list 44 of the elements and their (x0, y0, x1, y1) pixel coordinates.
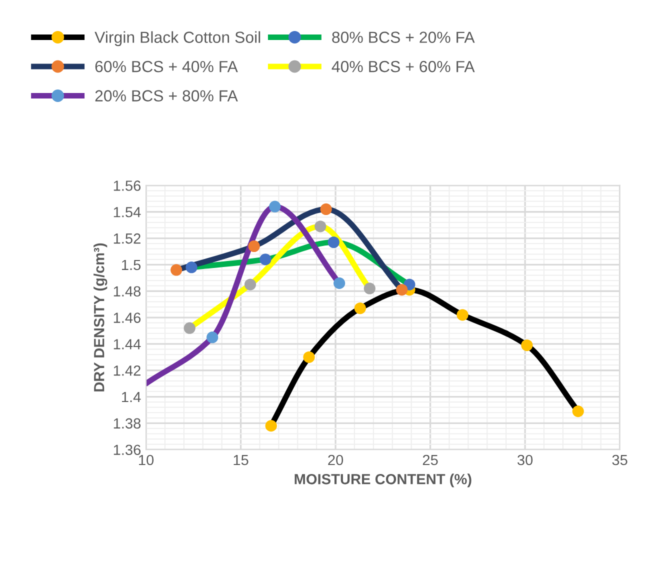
y-tick-label: 1.36 (114, 444, 141, 456)
point (244, 278, 256, 290)
y-tick-label: 1.44 (114, 339, 141, 350)
y-tick-label: 1.48 (114, 286, 141, 297)
point (269, 200, 281, 212)
legend-label: 40% BCS + 60% FA (332, 60, 475, 72)
y-tick-label: 1.5 (122, 260, 141, 270)
point (328, 236, 340, 248)
y-tick-label: 1.38 (114, 418, 141, 429)
point (260, 254, 272, 266)
x-tick-label: 35 (612, 454, 628, 466)
point (248, 240, 260, 252)
y-axis-title: DRY DENSITY (g/cm³) (94, 243, 108, 392)
point (521, 339, 533, 352)
legend-label: 60% BCS + 40% FA (95, 60, 238, 72)
y-tick-label: 1.42 (114, 365, 140, 376)
point (396, 284, 408, 296)
point (186, 262, 198, 274)
point (334, 277, 346, 289)
y-tick-label: 1.56 (114, 180, 141, 191)
point (184, 322, 196, 334)
y-tick-label: 1.46 (114, 312, 141, 323)
y-tick-label: 1.4 (122, 392, 141, 402)
x-tick-label: 30 (517, 454, 533, 466)
point (265, 420, 277, 432)
point (572, 405, 584, 418)
y-tick-label: 1.54 (114, 207, 141, 218)
x-axis-title: MOISTURE CONTENT (%) (294, 474, 472, 488)
point (170, 264, 182, 276)
x-tick-label: 15 (234, 454, 248, 466)
legend-label: 80% BCS + 20% FA (332, 32, 475, 43)
point (456, 309, 468, 321)
legend-label: 20% BCS + 80% FA (95, 90, 238, 102)
point (206, 332, 218, 344)
point (354, 302, 366, 314)
point (303, 351, 315, 363)
y-tick-label: 1.52 (114, 233, 140, 244)
x-tick-label: 20 (328, 454, 344, 466)
x-tick-label: 25 (422, 454, 438, 466)
point (314, 220, 326, 232)
point (320, 203, 332, 216)
point (364, 282, 376, 294)
legend-label: Virgin Black Cotton Soil (94, 31, 260, 46)
x-tick-label: 10 (139, 454, 154, 466)
